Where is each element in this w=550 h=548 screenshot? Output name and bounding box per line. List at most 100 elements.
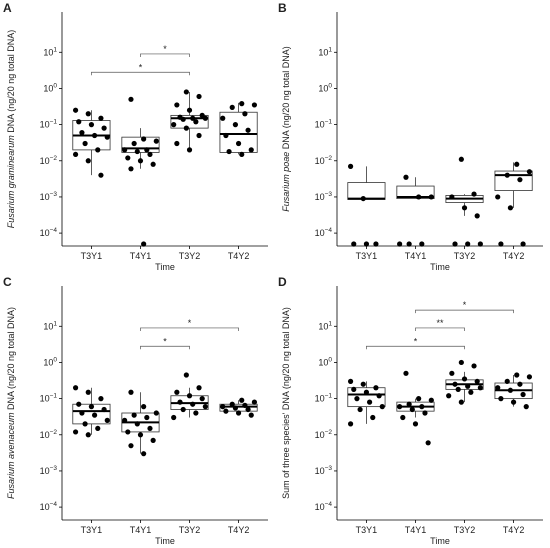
y-tick-base: 10 [315,502,325,512]
data-point [248,147,254,153]
data-point [471,363,477,369]
data-point [141,404,147,410]
y-tick-label: 10−1 [315,119,333,130]
x-tick-label: T4Y2 [503,251,525,261]
y-tick-exponent: 0 [328,82,332,89]
data-point [134,148,140,155]
data-point [153,138,159,144]
y-tick-base: 10 [318,83,328,93]
data-point [174,389,180,395]
y-tick-base: 10 [318,357,328,367]
data-point [72,107,79,113]
data-point [363,241,370,247]
x-tick-label: T4Y1 [130,251,152,261]
data-point [137,158,144,164]
x-tick-label: T3Y2 [454,525,476,535]
x-tick-label: T4Y2 [503,525,525,535]
data-point [366,399,373,405]
data-point [104,134,110,140]
data-point [406,241,412,247]
y-tick-exponent: −1 [50,119,58,126]
data-point [376,393,382,399]
y-tick-exponent: 1 [53,320,57,327]
panel-letter: B [278,1,287,15]
data-point [223,408,229,414]
x-tick-label: T3Y2 [179,525,201,535]
y-tick-base: 10 [318,47,328,57]
data-point [370,414,376,421]
y-tick-exponent: −4 [325,227,333,234]
box [347,387,386,408]
y-tick-label: 10−4 [40,227,58,238]
data-point [122,147,128,153]
data-point [101,125,107,131]
data-point [196,132,202,139]
data-point [171,122,177,128]
y-tick-base: 10 [315,192,325,202]
data-point [171,414,177,421]
data-point [196,93,202,100]
y-tick-label: 10−3 [315,191,333,202]
data-point [495,385,501,391]
data-point [153,410,159,416]
y-tick-label: 10−1 [40,393,58,404]
x-tick-label: T3Y1 [356,251,378,261]
data-point [229,104,235,110]
x-tick-label: T3Y2 [179,251,201,261]
y-tick-base: 10 [43,47,53,57]
x-axis-label: Time [155,536,175,546]
data-point [147,151,153,158]
data-point [360,381,366,387]
y-tick-exponent: −3 [50,465,58,472]
y-tick-base: 10 [43,83,53,93]
y-tick-base: 10 [40,502,50,512]
data-point [422,410,428,416]
y-tick-label: 101 [318,46,332,57]
data-point [474,378,480,384]
data-point [351,241,357,247]
data-point [193,410,199,416]
data-point [471,191,477,197]
data-point [190,115,196,121]
data-point [72,429,79,435]
data-point [452,241,458,247]
panel-letter: C [3,275,12,289]
y-axis-label: Sum of three species' DNA (ng/20 ng tota… [281,307,291,499]
data-point [347,421,354,427]
data-point [514,161,520,167]
y-tick-label: 10−2 [315,155,333,166]
data-point [245,406,251,413]
data-point [220,115,226,121]
data-point [239,101,245,107]
data-point [122,417,128,423]
y-tick-base: 10 [315,466,325,476]
y-tick-label: 101 [43,320,57,331]
data-point [144,414,150,421]
data-point [514,372,520,378]
data-point [397,404,403,410]
data-point [85,111,91,117]
significance-bracket [366,345,465,350]
data-point [504,378,510,384]
data-point [357,406,363,413]
data-point [147,425,153,432]
data-point [232,405,239,411]
data-point [458,359,464,366]
y-tick-base: 10 [40,156,50,166]
data-point [251,102,258,108]
y-tick-label: 10−2 [40,429,58,440]
significance-bracket [140,327,239,331]
y-axis-label-text: DNA (ng/20 ng total DNA) [6,30,16,136]
y-tick-exponent: 0 [53,82,57,89]
data-point [379,404,385,410]
data-point [412,421,419,427]
x-axis-label: Time [430,262,450,272]
data-point [131,412,137,418]
data-point [72,151,79,158]
data-point [95,425,101,432]
y-tick-exponent: −2 [325,429,333,436]
y-tick-label: 10−3 [40,465,58,476]
data-point [468,389,474,395]
data-point [128,166,134,172]
y-axis-label-italic: Fusarium avenaceum [6,412,16,499]
